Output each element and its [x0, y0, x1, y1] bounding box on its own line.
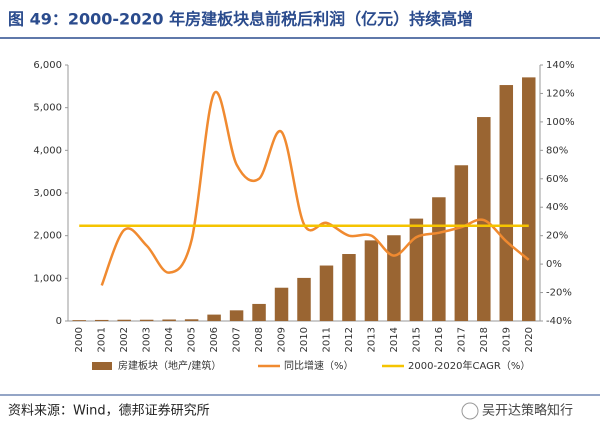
bar	[297, 277, 311, 321]
x-tick-label: 2014	[389, 327, 400, 352]
y2-tick-label: 140%	[546, 60, 575, 71]
x-tick-label: 2003	[142, 327, 153, 352]
y-tick-label: 4,000	[33, 145, 62, 156]
y2-tick-label: -40%	[546, 316, 572, 327]
x-tick-label: 2004	[164, 327, 175, 352]
bar	[342, 254, 356, 321]
bar	[94, 319, 109, 321]
x-tick-label: 2007	[232, 327, 243, 352]
x-tick-label: 2005	[187, 327, 198, 352]
bar	[432, 197, 446, 321]
bar	[274, 287, 289, 321]
bar	[409, 218, 424, 321]
y2-tick-label: 60%	[546, 174, 568, 185]
x-tick-label: 2016	[434, 327, 445, 352]
bar	[117, 319, 131, 321]
bar	[162, 319, 176, 321]
legend-label: 同比增速（%）	[284, 359, 354, 372]
y-tick-label: 6,000	[33, 60, 62, 71]
x-tick-label: 2011	[321, 327, 332, 352]
legend-swatch	[92, 362, 112, 370]
x-tick-label: 2012	[344, 327, 355, 352]
x-tick-label: 2015	[411, 327, 422, 352]
bar	[184, 319, 199, 321]
bar	[207, 314, 221, 321]
bar	[364, 240, 379, 321]
y-tick-label: 0	[56, 316, 62, 327]
legend-label: 房建板块（地产/建筑）	[118, 359, 221, 372]
x-tick-label: 2013	[366, 327, 377, 352]
bar	[522, 77, 536, 321]
y2-tick-label: 100%	[546, 117, 575, 128]
y2-tick-label: 20%	[546, 231, 568, 242]
y2-tick-label: 120%	[546, 88, 575, 99]
y2-tick-label: -20%	[546, 288, 572, 299]
x-tick-label: 2002	[119, 327, 130, 352]
legend-label: 2000-2020年CAGR（%）	[408, 359, 530, 372]
y-tick-label: 2,000	[33, 231, 62, 242]
y-tick-label: 1,000	[33, 273, 62, 284]
bar	[139, 319, 154, 321]
x-tick-label: 2001	[97, 327, 108, 352]
growth-line	[100, 90, 530, 286]
bar	[229, 310, 244, 321]
x-tick-label: 2008	[254, 327, 265, 352]
x-tick-label: 2019	[501, 327, 512, 352]
y2-tick-label: 40%	[546, 202, 568, 213]
x-tick-label: 2009	[277, 327, 288, 352]
watermark: 吴开达策略知行	[482, 403, 573, 419]
watermark-icon	[461, 402, 479, 420]
bar	[72, 320, 86, 321]
source: 资料来源：Wind，德邦证券研究所	[8, 403, 210, 419]
x-tick-label: 2000	[74, 327, 85, 352]
x-tick-label: 2006	[209, 327, 220, 352]
bar	[387, 235, 401, 321]
y2-tick-label: 0%	[546, 259, 562, 270]
x-tick-label: 2020	[524, 327, 535, 352]
bar	[499, 85, 514, 321]
x-tick-label: 2017	[456, 327, 467, 352]
x-tick-label: 2010	[299, 327, 310, 352]
y2-tick-label: 80%	[546, 145, 568, 156]
chart-title: 图 49：2000-2020 年房建板块息前税后利润（亿元）持续高增	[8, 10, 473, 29]
y-tick-label: 3,000	[33, 188, 62, 199]
y-tick-label: 5,000	[33, 103, 62, 114]
bar	[454, 165, 469, 321]
bar	[252, 303, 266, 321]
bar	[319, 265, 334, 321]
x-tick-label: 2018	[479, 327, 490, 352]
